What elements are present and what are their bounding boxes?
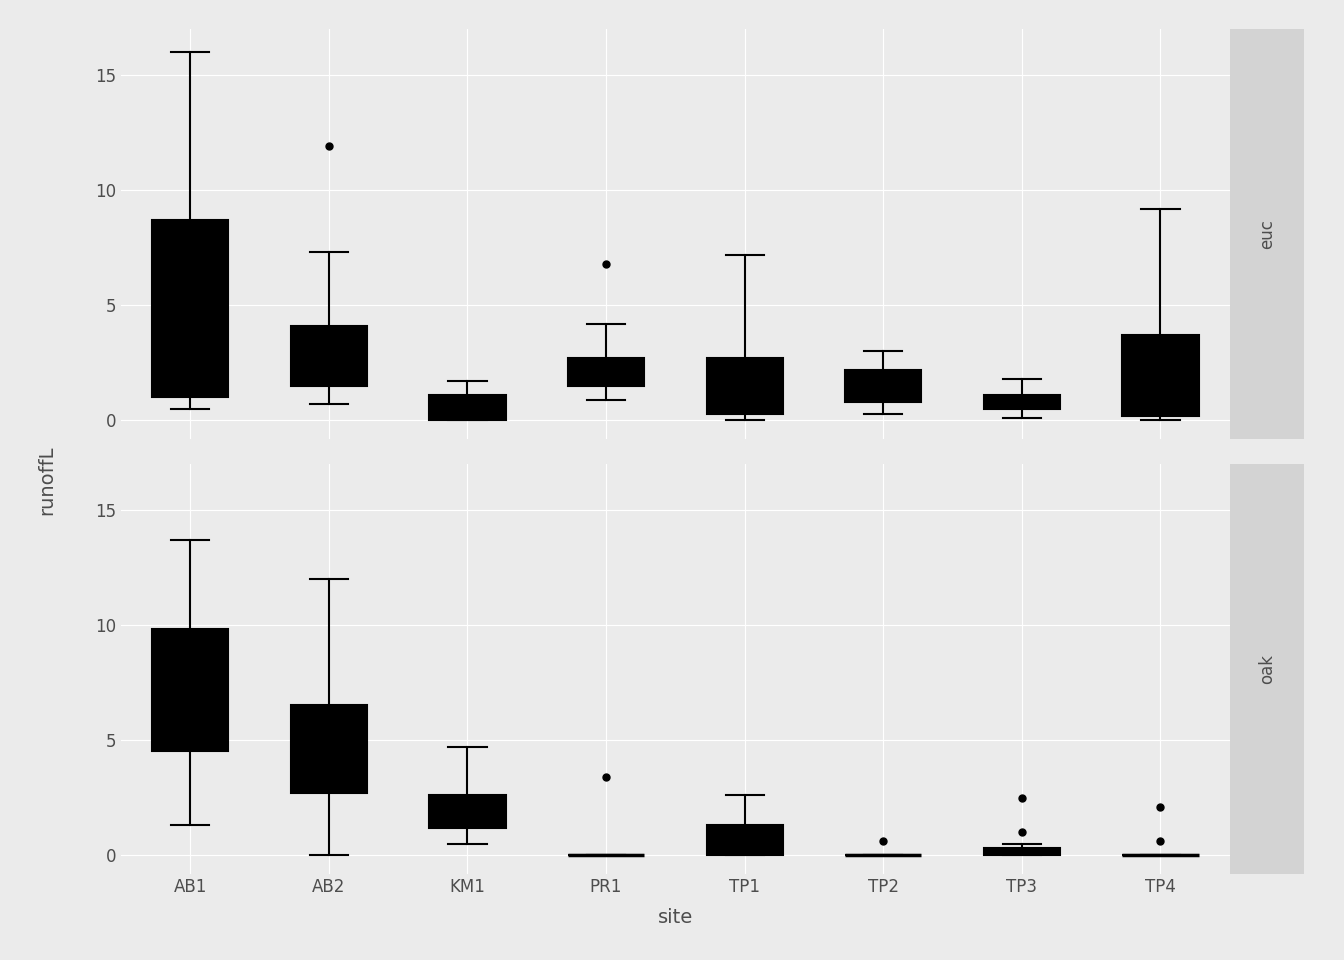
PathPatch shape bbox=[707, 358, 782, 414]
PathPatch shape bbox=[152, 220, 228, 397]
PathPatch shape bbox=[845, 370, 922, 402]
Text: runoffL: runoffL bbox=[38, 445, 56, 515]
PathPatch shape bbox=[429, 795, 505, 828]
PathPatch shape bbox=[1122, 335, 1199, 416]
PathPatch shape bbox=[429, 396, 505, 420]
PathPatch shape bbox=[290, 326, 367, 386]
PathPatch shape bbox=[569, 358, 644, 386]
Text: oak: oak bbox=[1258, 654, 1275, 684]
PathPatch shape bbox=[984, 849, 1060, 855]
PathPatch shape bbox=[290, 706, 367, 793]
PathPatch shape bbox=[707, 826, 782, 855]
Text: euc: euc bbox=[1258, 219, 1275, 249]
PathPatch shape bbox=[152, 630, 228, 752]
PathPatch shape bbox=[984, 396, 1060, 409]
X-axis label: site: site bbox=[657, 907, 694, 926]
